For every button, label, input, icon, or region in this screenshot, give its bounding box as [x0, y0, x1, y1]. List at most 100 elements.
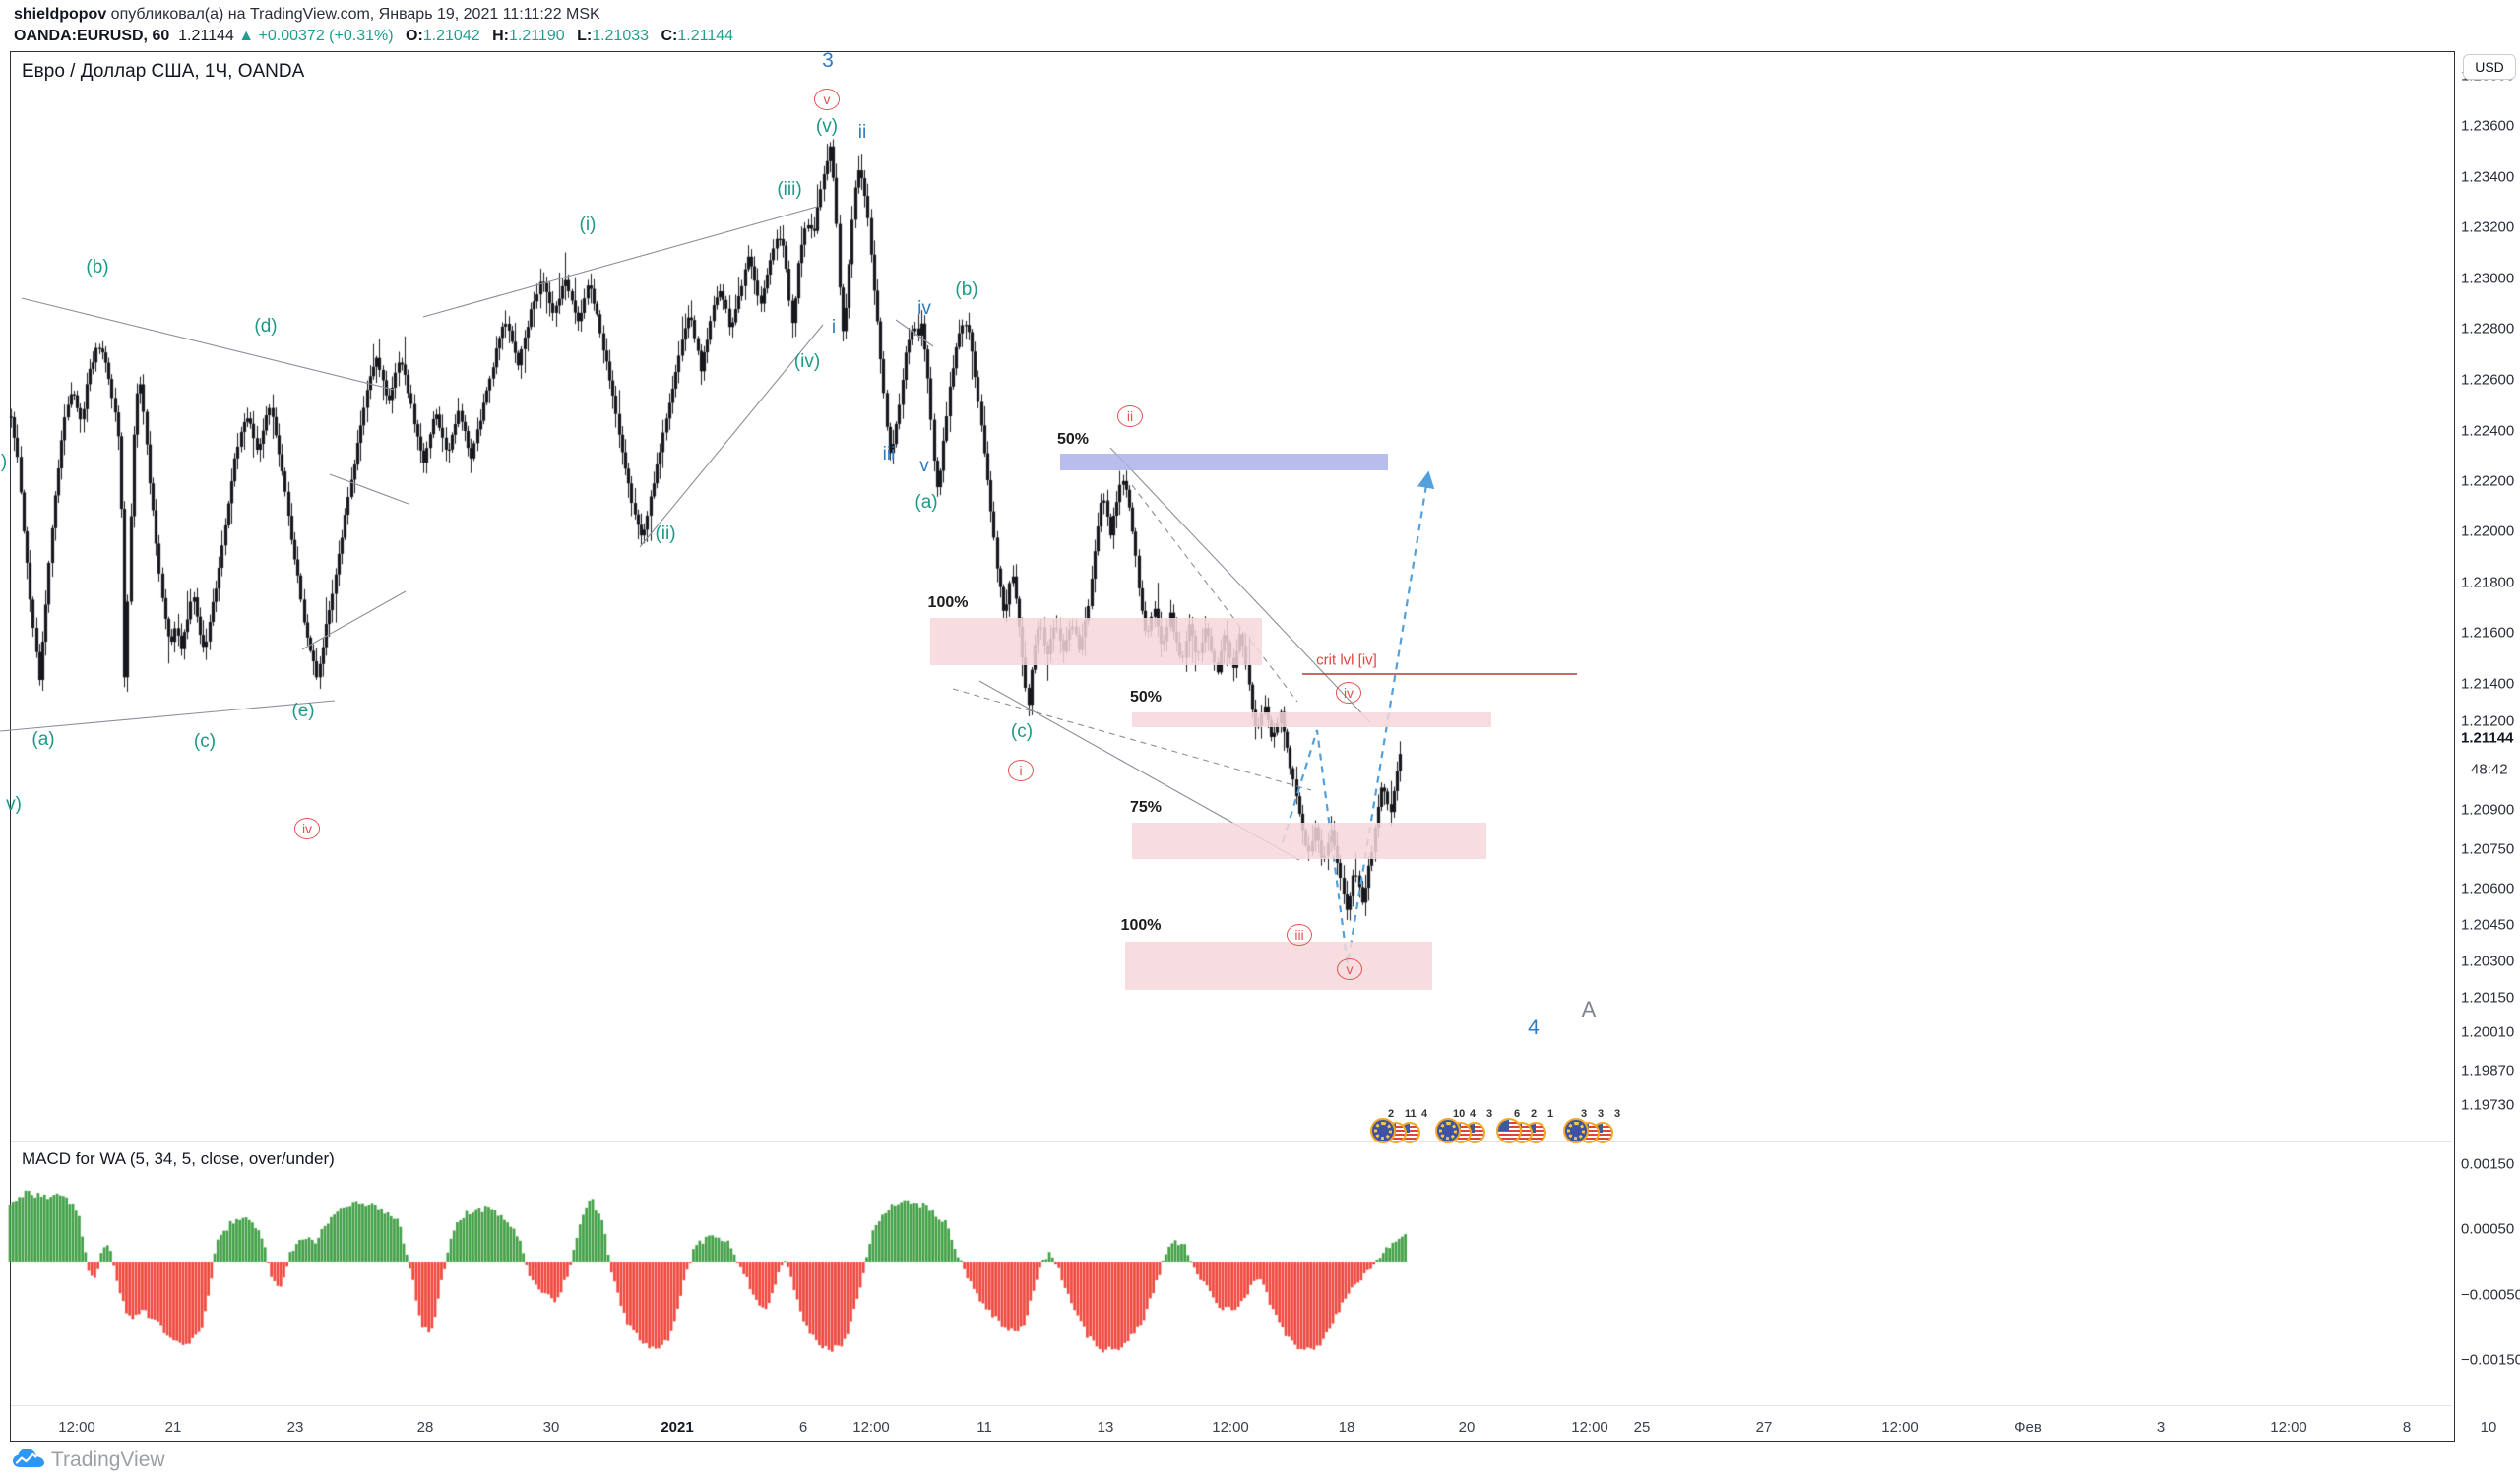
- macd-axis-tick[interactable]: −0.00050: [2461, 1286, 2520, 1304]
- price-axis-tick[interactable]: 1.23000: [2461, 270, 2515, 287]
- price-axis-tick[interactable]: 1.20150: [2461, 989, 2515, 1007]
- wave-label-teal: ): [0, 452, 8, 472]
- event-count: 11: [1405, 1108, 1417, 1120]
- trendline: [21, 297, 395, 391]
- trendline: [329, 473, 410, 505]
- trendline: [301, 590, 407, 650]
- trendline: [422, 206, 818, 318]
- price-axis-tick[interactable]: 1.20300: [2461, 953, 2515, 970]
- wave-circle-label: iv: [294, 818, 320, 839]
- eu-flag-icon: [1435, 1118, 1461, 1143]
- time-axis-tick[interactable]: 28: [416, 1419, 434, 1436]
- time-axis-tick[interactable]: 27: [1755, 1419, 1773, 1436]
- time-axis-tick[interactable]: 11: [976, 1419, 992, 1436]
- price-axis-tick[interactable]: 1.20750: [2461, 840, 2515, 858]
- macd-axis-tick[interactable]: 0.00150: [2461, 1155, 2515, 1173]
- price-axis-tick[interactable]: 1.22400: [2461, 422, 2515, 440]
- macd-axis-tick[interactable]: −0.00150: [2461, 1351, 2520, 1369]
- retracement-pct-label: 100%: [1120, 917, 1162, 934]
- price-axis-tick[interactable]: 1.22200: [2461, 472, 2515, 490]
- time-axis-tick[interactable]: 8: [2402, 1419, 2412, 1436]
- price-axis-tick[interactable]: 1.22000: [2461, 523, 2515, 540]
- wave-circle-label: i: [1008, 760, 1034, 781]
- time-axis-tick[interactable]: 12:00: [852, 1419, 890, 1436]
- wave-label-teal: (a): [32, 729, 55, 750]
- price-axis-tick[interactable]: 1.19730: [2461, 1096, 2515, 1114]
- time-axis-tick[interactable]: 13: [1097, 1419, 1114, 1436]
- time-axis-tick[interactable]: 21: [164, 1419, 182, 1436]
- price-axis-tick[interactable]: 1.21200: [2461, 712, 2515, 730]
- wave-label-teal: v): [6, 794, 22, 815]
- time-axis-tick[interactable]: 18: [1338, 1419, 1355, 1436]
- retracement-pct-label: 75%: [1129, 799, 1163, 816]
- chart-title: Евро / Доллар США, 1Ч, OANDA: [22, 61, 305, 82]
- wave-label-blue: i: [831, 317, 837, 338]
- time-axis-tick[interactable]: 10: [2480, 1419, 2497, 1436]
- event-count: 4: [1470, 1108, 1477, 1120]
- price-axis-tick[interactable]: 1.21800: [2461, 574, 2515, 591]
- tradingview-logo-icon[interactable]: [12, 1447, 45, 1472]
- current-price-axis-label: 1.21144: [2459, 729, 2516, 747]
- wave-circle-label: iv: [1336, 682, 1361, 704]
- us-flag-icon: [1496, 1118, 1522, 1143]
- currency-toggle-button[interactable]: USD: [2463, 54, 2516, 80]
- macd-indicator-title: MACD for WA (5, 34, 5, close, over/under…: [22, 1149, 335, 1168]
- wave-label-teal: (e): [291, 701, 315, 721]
- time-axis-tick[interactable]: 20: [1458, 1419, 1476, 1436]
- time-axis-tick[interactable]: Фев: [2014, 1419, 2042, 1436]
- wave-label-teal: (c): [1010, 721, 1034, 742]
- wave-label-blue: 3: [822, 49, 834, 72]
- time-axis-tick[interactable]: 12:00: [58, 1419, 95, 1436]
- economic-events-cluster[interactable]: 2 11 4: [1370, 1108, 1439, 1143]
- price-axis-tick[interactable]: 1.23600: [2461, 117, 2515, 135]
- wave-label-blue: ii: [857, 122, 867, 143]
- price-axis-tick[interactable]: 1.21600: [2461, 624, 2515, 642]
- time-axis-tick[interactable]: 30: [542, 1419, 560, 1436]
- time-axis-tick[interactable]: 6: [798, 1419, 808, 1436]
- price-axis-tick[interactable]: 1.22600: [2461, 371, 2515, 389]
- macd-axis-tick[interactable]: 0.00050: [2461, 1220, 2515, 1238]
- retracement-pct-label: 50%: [1129, 689, 1163, 706]
- pink-100pct-bottom-zone: [1125, 942, 1432, 990]
- event-count: 3: [1598, 1108, 1605, 1120]
- time-axis-tick[interactable]: 12:00: [1571, 1419, 1608, 1436]
- tradingview-brand-text[interactable]: TradingView: [51, 1449, 165, 1471]
- retracement-pct-label: 100%: [927, 594, 969, 611]
- time-axis-tick[interactable]: 3: [2156, 1419, 2166, 1436]
- wave-label-teal: (iv): [793, 351, 821, 372]
- trendline: [895, 319, 934, 347]
- wave-circle-label: v: [1337, 958, 1362, 980]
- wave-label-teal: (iii): [777, 179, 802, 200]
- time-axis-tick[interactable]: 12:00: [1212, 1419, 1249, 1436]
- price-axis-tick[interactable]: 1.23200: [2461, 218, 2515, 236]
- price-axis-tick[interactable]: 1.20600: [2461, 880, 2515, 897]
- price-axis-tick[interactable]: 1.20900: [2461, 801, 2515, 819]
- time-axis-tick[interactable]: 12:00: [1881, 1419, 1919, 1436]
- wave-label-blue: iii: [882, 444, 896, 464]
- pink-75pct-zone: [1132, 823, 1486, 859]
- bar-countdown-label: 48:42: [2469, 761, 2510, 778]
- pane-separator[interactable]: [11, 1141, 2452, 1142]
- wave-label-teal: (ii): [655, 524, 676, 544]
- economic-events-cluster[interactable]: 10 4 3: [1435, 1108, 1504, 1143]
- price-axis-tick[interactable]: 1.23400: [2461, 168, 2515, 186]
- trendline: [1131, 484, 1298, 703]
- price-axis-tick[interactable]: 1.21400: [2461, 675, 2515, 693]
- eu-flag-icon: [1563, 1118, 1589, 1143]
- event-count: 2: [1388, 1108, 1395, 1120]
- time-axis-tick[interactable]: 23: [286, 1419, 304, 1436]
- crit-level-label: crit lvl [iv]: [1316, 651, 1377, 669]
- time-axis-tick[interactable]: 25: [1633, 1419, 1651, 1436]
- price-axis-tick[interactable]: 1.22800: [2461, 320, 2515, 338]
- price-axis-tick[interactable]: 1.20450: [2461, 916, 2515, 934]
- time-axis-tick[interactable]: 2021: [661, 1419, 694, 1436]
- time-axis-tick[interactable]: 12:00: [2270, 1419, 2307, 1436]
- wave-label-blue: iv: [917, 298, 931, 319]
- price-axis-tick[interactable]: 1.20010: [2461, 1023, 2515, 1041]
- price-axis-tick[interactable]: 1.19870: [2461, 1062, 2515, 1079]
- event-count: 3: [1614, 1108, 1621, 1120]
